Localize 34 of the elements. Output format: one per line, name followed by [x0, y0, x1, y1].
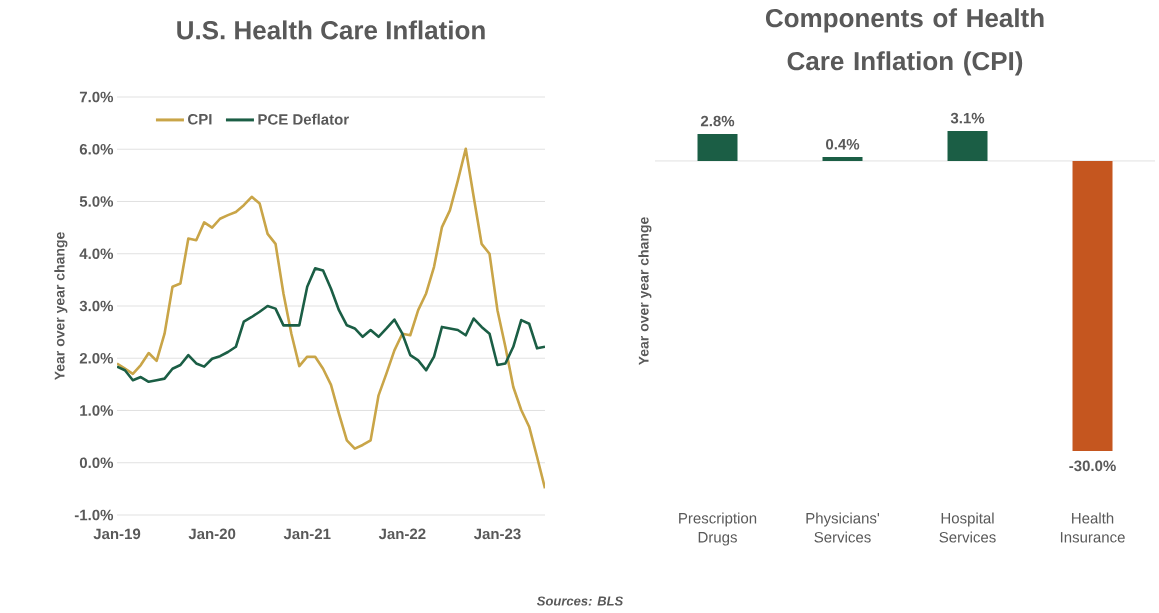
bar — [947, 131, 988, 161]
x-tick-label: Jan-20 — [188, 528, 236, 540]
x-tick-label: Jan-21 — [283, 528, 331, 540]
bar — [1072, 160, 1113, 451]
y-tick-label: 3.0% — [79, 300, 114, 312]
x-tick-label: Health Insurance — [1060, 512, 1125, 543]
legend-label: PCE Deflator — [258, 113, 349, 125]
x-tick-label: Jan-23 — [473, 528, 521, 540]
x-tick-label: Hospital Services — [939, 512, 996, 543]
y-tick-label: 6.0% — [79, 143, 114, 155]
y-tick-label: 7.0% — [79, 91, 114, 103]
y-axis-title: Year over year change — [638, 217, 652, 366]
chart-title: Components of Health Care Inflation (CPI) — [765, 8, 1044, 76]
legend-label: CPI — [188, 113, 212, 125]
x-tick-label: Jan-19 — [93, 528, 141, 540]
y-tick-label: 1.0% — [80, 405, 114, 416]
y-tick-label: 0.0% — [79, 457, 114, 469]
y-tick-label: 2.0% — [79, 352, 114, 364]
chart-title: U.S. Health Care Inflation — [177, 20, 485, 40]
x-tick-label: Jan-22 — [378, 528, 426, 540]
data-label: 2.8% — [700, 115, 735, 127]
data-label: 0.4% — [826, 138, 860, 150]
bar — [697, 133, 738, 161]
y-tick-label: 4.0% — [79, 248, 114, 260]
y-tick-label: 5.0% — [79, 196, 114, 207]
data-label: -30.0% — [1069, 460, 1116, 472]
y-tick-label: -1.0% — [74, 509, 114, 521]
line-series — [117, 147, 545, 490]
y-axis-title: Year over year change — [54, 232, 68, 381]
x-tick-label: Prescription Drugs — [679, 512, 757, 546]
bar — [822, 157, 863, 161]
source-note: Sources: BLS — [536, 596, 624, 606]
x-tick-label: Physicians' Services — [806, 512, 880, 543]
data-label: 3.1% — [950, 112, 985, 124]
